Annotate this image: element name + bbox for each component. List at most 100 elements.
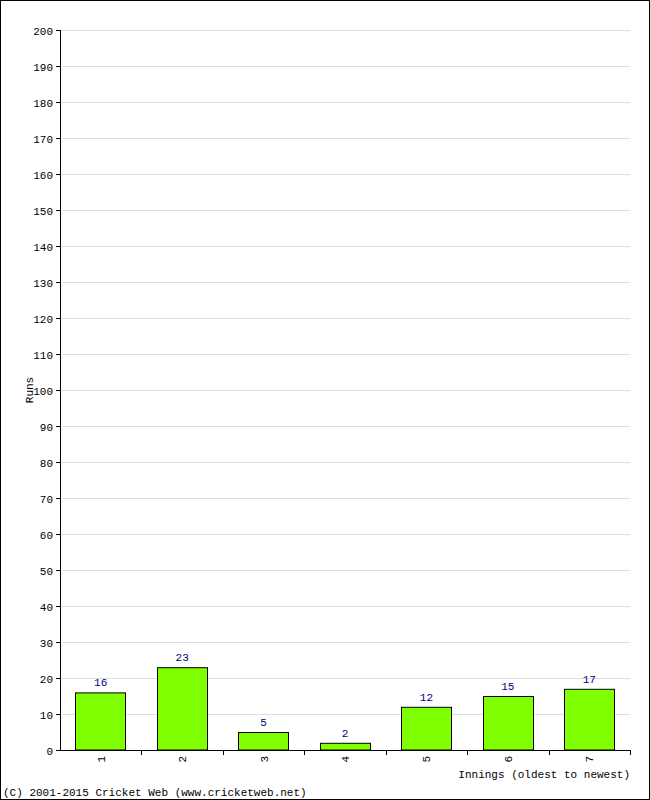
y-tick xyxy=(56,318,60,319)
data-label: 5 xyxy=(260,717,267,729)
grid-line xyxy=(60,642,630,643)
grid-line xyxy=(60,282,630,283)
grid-line xyxy=(60,498,630,499)
bar xyxy=(76,693,126,750)
y-tick-label: 140 xyxy=(33,242,53,254)
y-tick-label: 40 xyxy=(40,602,53,614)
y-tick xyxy=(56,534,60,535)
y-tick xyxy=(56,498,60,499)
grid-line xyxy=(60,66,630,67)
data-label: 12 xyxy=(420,692,433,704)
y-tick-label: 30 xyxy=(40,638,53,650)
data-labels: 16 23 5 2 12 15 17 xyxy=(94,652,596,740)
x-separator xyxy=(141,750,142,755)
data-label: 16 xyxy=(94,677,107,689)
x-separator xyxy=(386,750,387,755)
grid-line xyxy=(60,714,630,715)
y-tick-label: 200 xyxy=(33,26,53,38)
y-axis-label: Runs xyxy=(24,377,36,403)
x-tick-label: 4 xyxy=(340,756,352,763)
y-tick-label: 130 xyxy=(33,278,53,290)
y-tick-label: 70 xyxy=(40,494,53,506)
y-tick-label: 0 xyxy=(46,746,53,758)
y-tick xyxy=(56,282,60,283)
bar xyxy=(402,707,452,750)
x-tick-label: 5 xyxy=(421,756,433,763)
y-tick-label: 50 xyxy=(40,566,53,578)
bar xyxy=(565,689,615,750)
y-tick xyxy=(56,678,60,679)
grid-line xyxy=(60,210,630,211)
x-separator xyxy=(304,750,305,755)
y-tick xyxy=(56,138,60,139)
bar xyxy=(158,668,208,750)
x-tick-label: 2 xyxy=(177,756,189,763)
data-label: 15 xyxy=(501,681,514,693)
y-tick-label: 100 xyxy=(33,386,53,398)
y-tick xyxy=(56,642,60,643)
x-tick-label: 7 xyxy=(584,756,596,763)
y-tick-label: 150 xyxy=(33,206,53,218)
x-tick-label: 1 xyxy=(96,756,108,763)
y-tick-label: 160 xyxy=(33,170,53,182)
bar xyxy=(239,733,289,751)
y-tick-label: 110 xyxy=(33,350,53,362)
grid-line xyxy=(60,102,630,103)
y-tick xyxy=(56,714,60,715)
y-tick xyxy=(56,174,60,175)
y-tick xyxy=(56,246,60,247)
copyright: (C) 2001-2015 Cricket Web (www.cricketwe… xyxy=(3,787,307,799)
y-tick xyxy=(56,210,60,211)
grid-line xyxy=(60,570,630,571)
data-label: 17 xyxy=(583,674,596,686)
y-tick xyxy=(56,354,60,355)
x-tick-label: 6 xyxy=(503,756,515,763)
frame xyxy=(1,1,650,800)
bars xyxy=(76,668,615,750)
grid-line xyxy=(60,318,630,319)
y-tick-label: 170 xyxy=(33,134,53,146)
x-axis-label: Innings (oldest to newest) xyxy=(458,769,630,781)
grid-line xyxy=(60,174,630,175)
grid-line xyxy=(60,246,630,247)
grid xyxy=(60,31,630,751)
data-label: 23 xyxy=(176,652,189,664)
y-tick-label: 190 xyxy=(33,62,53,74)
grid-line xyxy=(60,426,630,427)
y-tick-label: 60 xyxy=(40,530,53,542)
y-tick-label: 180 xyxy=(33,98,53,110)
y-tick-label: 120 xyxy=(33,314,53,326)
x-axis xyxy=(60,750,630,751)
grid-line xyxy=(60,678,630,679)
data-label: 2 xyxy=(342,728,349,740)
x-separator xyxy=(549,750,550,755)
grid-line xyxy=(60,606,630,607)
y-tick xyxy=(56,66,60,67)
y-tick-label: 80 xyxy=(40,458,53,470)
y-tick xyxy=(56,606,60,607)
grid-line xyxy=(60,390,630,391)
grid-line xyxy=(60,30,630,31)
grid-line xyxy=(60,138,630,139)
bar xyxy=(321,743,371,750)
grid-line xyxy=(60,462,630,463)
x-separator xyxy=(223,750,224,755)
bar xyxy=(484,697,534,751)
y-tick-label: 90 xyxy=(40,422,53,434)
y-tick xyxy=(56,462,60,463)
y-tick xyxy=(56,30,60,31)
grid-line xyxy=(60,750,630,751)
y-axis xyxy=(60,30,61,750)
y-tick-label: 20 xyxy=(40,674,53,686)
x-separator xyxy=(467,750,468,755)
chart: 0102030405060708090100110120130140150160… xyxy=(0,0,650,800)
y-tick xyxy=(56,102,60,103)
y-tick xyxy=(56,426,60,427)
grid-line xyxy=(60,354,630,355)
grid-line xyxy=(60,534,630,535)
y-tick xyxy=(56,570,60,571)
x-separator xyxy=(630,750,631,755)
y-tick xyxy=(56,750,60,751)
y-tick xyxy=(56,390,60,391)
x-tick-label: 3 xyxy=(259,756,271,763)
